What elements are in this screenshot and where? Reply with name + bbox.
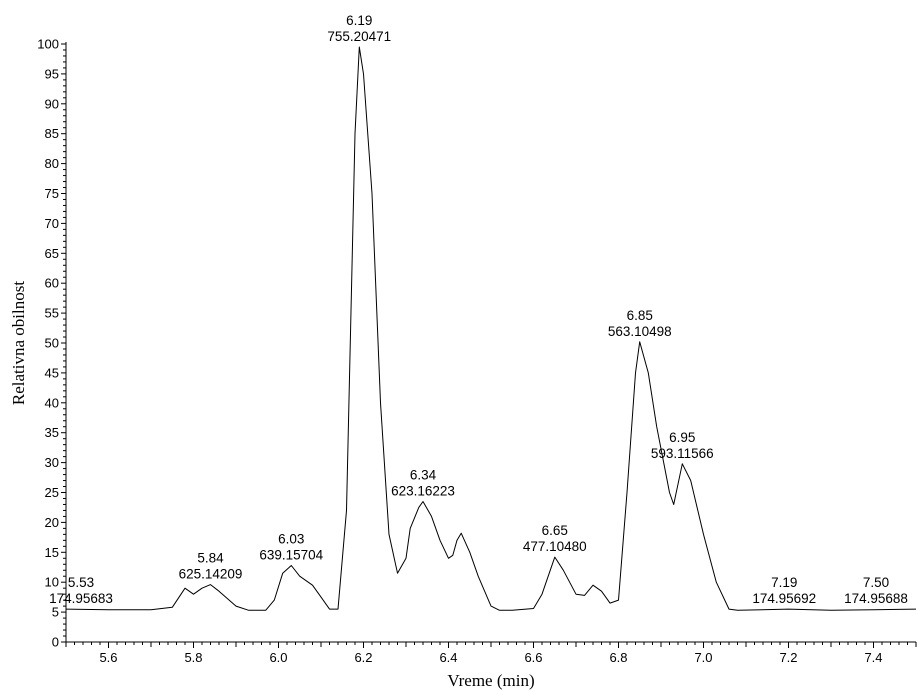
peak-retention-time: 7.50: [863, 575, 889, 590]
y-tick-label: 30: [45, 455, 59, 470]
x-tick-label: 6.0: [269, 650, 287, 665]
x-tick-label: 7.2: [779, 650, 797, 665]
y-axis-title: Relativna obilnost: [9, 281, 28, 405]
y-tick-label: 85: [45, 126, 59, 141]
x-ticks: 5.6 5.8 6.0 6.2 6.4 6.6 6.8 7.0 7.2 7.4: [65, 642, 917, 665]
y-tick-label: 95: [45, 66, 59, 81]
peak-mass: 563.10498: [608, 324, 672, 339]
y-tick-label: 5: [52, 605, 59, 620]
x-tick-label: 6.2: [354, 650, 372, 665]
y-tick-label: 90: [45, 96, 59, 111]
y-tick-label: 70: [45, 216, 59, 231]
y-tick-label: 50: [45, 336, 59, 351]
x-tick-label: 6.6: [524, 650, 542, 665]
peak-mass: 755.20471: [327, 29, 391, 44]
peak-mass: 477.10480: [523, 539, 587, 554]
y-tick-label: 55: [45, 306, 59, 321]
y-tick-label: 80: [45, 156, 59, 171]
x-tick-label: 7.4: [864, 650, 882, 665]
y-tick-label: 75: [45, 186, 59, 201]
peak-retention-time: 6.85: [627, 308, 653, 323]
y-tick-label: 65: [45, 246, 59, 261]
peak-retention-time: 6.95: [669, 430, 695, 445]
peak-mass: 593.11566: [651, 446, 714, 461]
y-tick-label: 10: [45, 575, 59, 590]
peak-mass: 639.15704: [259, 547, 323, 562]
x-tick-label: 6.8: [609, 650, 627, 665]
peak-retention-time: 7.19: [771, 575, 797, 590]
y-tick-label: 0: [52, 635, 59, 650]
y-tick-label: 20: [45, 515, 59, 530]
y-tick-label: 25: [45, 485, 59, 500]
y-tick-label: 40: [45, 395, 59, 410]
x-tick-label: 7.0: [694, 650, 712, 665]
x-tick-label: 6.4: [439, 650, 457, 665]
y-tick-label: 60: [45, 276, 59, 291]
peak-mass: 625.14209: [179, 567, 243, 582]
y-tick-label: 35: [45, 425, 59, 440]
peak-retention-time: 5.84: [197, 551, 224, 566]
peak-mass: 623.16223: [391, 483, 455, 498]
x-tick-label: 5.8: [184, 650, 202, 665]
peak-labels: 5.53174.956835.84625.142096.03639.157046…: [49, 13, 908, 606]
y-tick-label: 100: [37, 37, 59, 52]
peak-retention-time: 5.53: [68, 575, 94, 590]
peak-retention-time: 6.34: [410, 467, 437, 482]
x-tick-label: 5.6: [99, 650, 117, 665]
axes: [65, 42, 916, 643]
peak-retention-time: 6.03: [278, 531, 304, 546]
x-axis-title: Vreme (min): [447, 671, 534, 690]
peak-mass: 174.95688: [844, 591, 908, 606]
chromatogram-trace: [65, 46, 917, 611]
peak-mass: 174.95683: [49, 591, 113, 606]
y-ticks: 0 5 10 15 20 25 30 35 40 45 50 55 60 65 70 75 80 85 90 95 10…: [37, 37, 66, 650]
peak-mass: 174.95692: [752, 591, 816, 606]
peak-retention-time: 6.19: [346, 13, 372, 28]
peak-retention-time: 6.65: [542, 523, 568, 538]
y-tick-label: 45: [45, 365, 59, 380]
y-tick-label: 15: [45, 545, 59, 560]
